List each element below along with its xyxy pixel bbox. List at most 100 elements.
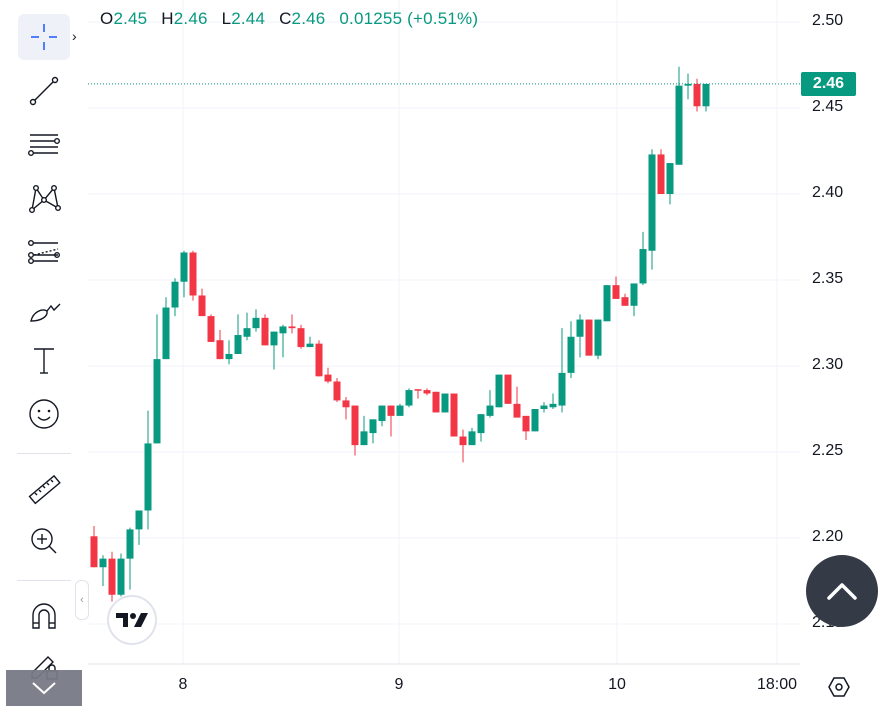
candle-body — [225, 353, 233, 360]
magnet-icon — [32, 603, 56, 629]
candle — [234, 314, 242, 354]
collapse-toolbar-handle[interactable]: ‹ — [75, 580, 89, 620]
candle-body — [351, 405, 359, 446]
candle-body — [657, 154, 665, 194]
candle — [414, 389, 422, 399]
candle-body — [189, 252, 197, 296]
candle — [450, 393, 458, 437]
ruler-tool[interactable] — [18, 467, 70, 513]
candle — [432, 391, 440, 413]
candle — [90, 525, 98, 568]
candle — [135, 510, 143, 545]
tradingview-logo-icon — [116, 613, 148, 627]
candle — [531, 409, 539, 432]
fib-tool[interactable] — [18, 122, 70, 168]
ohlc-legend: O2.45 H2.46 L2.44 C2.46 0.01255 (+0.51%) — [100, 9, 487, 29]
candle-body — [477, 414, 485, 434]
candle-body — [378, 405, 386, 422]
candle — [405, 388, 413, 408]
candle — [648, 149, 656, 270]
candle-body — [486, 405, 494, 416]
chart-grid — [88, 0, 800, 664]
candle — [666, 163, 674, 205]
candle-body — [423, 390, 431, 394]
text-tool[interactable] — [18, 337, 70, 383]
candle-body — [513, 403, 521, 418]
price-tick-label: 2.30 — [812, 356, 844, 373]
candles — [90, 66, 710, 602]
candle-body — [135, 510, 143, 530]
candle-body — [522, 415, 530, 432]
candle — [477, 414, 485, 442]
crosshair-tool[interactable] — [18, 14, 70, 60]
candle — [315, 340, 323, 377]
candle — [387, 405, 395, 437]
candle-body — [405, 390, 413, 406]
high-value: 2.46 — [173, 9, 208, 28]
candle — [198, 288, 206, 317]
candle-body — [684, 83, 692, 86]
low-key: L — [221, 9, 232, 28]
candle — [549, 393, 557, 409]
candle-body — [531, 409, 539, 432]
candle — [612, 276, 620, 299]
candle — [585, 319, 593, 356]
drawing-toolbar: › — [0, 0, 86, 726]
candle — [504, 374, 512, 404]
candle-body — [540, 405, 548, 409]
scroll-to-top-button[interactable] — [806, 555, 878, 627]
candle-body — [117, 558, 125, 595]
candle — [252, 309, 260, 332]
position-tool[interactable] — [18, 230, 70, 276]
candle — [225, 340, 233, 365]
brush-tool[interactable] — [18, 285, 70, 331]
candle-body — [549, 403, 557, 408]
candle — [189, 250, 197, 301]
chevron-left-icon: ‹ — [80, 594, 84, 606]
candle — [594, 319, 602, 360]
candle-body — [144, 443, 152, 511]
fib-retracement-icon — [27, 134, 61, 157]
time-tick-label: 9 — [394, 676, 404, 693]
crosshair-icon — [31, 24, 57, 50]
candle-body — [234, 335, 242, 354]
candle — [369, 419, 377, 444]
candle-body — [639, 249, 647, 284]
candle-body — [666, 163, 674, 194]
candle — [99, 555, 107, 587]
candle — [486, 390, 494, 418]
magnet-tool[interactable] — [18, 592, 70, 638]
candle-body — [216, 340, 224, 360]
trend-line-tool[interactable] — [18, 67, 70, 113]
candle-body — [171, 281, 179, 308]
candle — [270, 331, 278, 370]
candle — [513, 386, 521, 418]
candle-body — [162, 307, 170, 360]
pattern-tool[interactable] — [18, 175, 70, 221]
candle-body — [432, 391, 440, 413]
toolbar-scroll-down-button[interactable] — [6, 670, 82, 706]
candle — [216, 329, 224, 360]
open-value: 2.45 — [113, 9, 148, 28]
toolbar-divider — [17, 580, 71, 581]
candle-body — [621, 297, 629, 306]
zoom-tool[interactable] — [18, 518, 70, 564]
candle — [540, 402, 548, 413]
candle — [333, 378, 341, 403]
tradingview-logo[interactable] — [107, 595, 157, 645]
text-icon — [34, 348, 54, 374]
chart-settings-icon[interactable] — [826, 674, 852, 700]
expand-arrow-icon[interactable]: › — [72, 28, 77, 44]
candle-body — [126, 529, 134, 559]
price-tick-label: 2.25 — [812, 442, 844, 459]
candle — [657, 149, 665, 194]
candle — [126, 527, 134, 590]
candle — [162, 297, 170, 360]
candle-body — [324, 374, 332, 382]
emoji-tool[interactable] — [18, 390, 70, 436]
trend-line-icon — [29, 76, 59, 106]
candle — [243, 312, 251, 341]
candle-body — [396, 405, 404, 416]
last-price-label: 2.46 — [801, 71, 856, 96]
